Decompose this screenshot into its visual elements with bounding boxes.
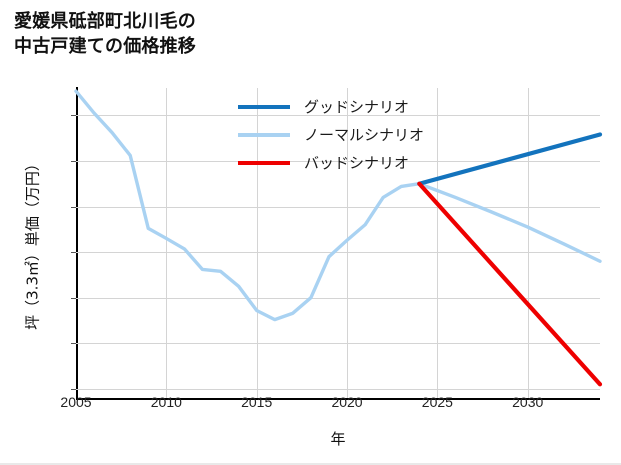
series-line-ノーマルシナリオ	[74, 89, 602, 322]
x-tick-label-2015: 2015	[241, 394, 273, 410]
y-axis-label-text: 坪（3.3㎡）単価（万円）	[23, 156, 42, 330]
gridline-y-27	[76, 297, 600, 299]
gridline-x-2020	[347, 88, 349, 398]
legend-label-normal: ノーマルシナリオ	[304, 126, 425, 144]
series-lines	[74, 89, 603, 387]
y-tick-mark	[71, 297, 76, 299]
x-tick-label-2020: 2020	[331, 394, 363, 410]
y-tick-mark	[71, 343, 76, 345]
gridline-y-30	[76, 160, 600, 162]
legend-label-bad: バッドシナリオ	[304, 154, 410, 172]
x-axis-label: 年	[330, 430, 346, 448]
gridline-x-2015	[256, 88, 258, 398]
y-tick-mark	[71, 206, 76, 208]
legend-swatch-normal	[238, 132, 290, 137]
gridline-x-2010	[166, 88, 168, 398]
legend-swatch-bad	[238, 160, 290, 165]
gridline-x-2030	[527, 88, 529, 398]
x-tick-label-2005: 2005	[60, 394, 92, 410]
legend-item-normal[interactable]: ノーマルシナリオ	[238, 122, 468, 147]
gridline-y-28	[76, 252, 600, 254]
series-line-バッドシナリオ	[417, 181, 603, 387]
legend-label-good: グッドシナリオ	[304, 98, 410, 116]
y-tick-mark	[71, 388, 76, 390]
legend-item-bad[interactable]: バッドシナリオ	[238, 150, 468, 175]
gridline-y-29	[76, 206, 600, 208]
legend-item-good[interactable]: グッドシナリオ	[238, 94, 468, 119]
y-tick-mark	[71, 160, 76, 162]
x-axis-line	[76, 398, 600, 400]
x-tick-label-2010: 2010	[150, 394, 182, 410]
legend-swatch-good	[238, 104, 290, 109]
y-tick-mark	[71, 252, 76, 254]
chart-legend: グッドシナリオ ノーマルシナリオ バッドシナリオ	[238, 94, 468, 178]
y-axis-line	[76, 87, 78, 399]
gridline-y-26	[76, 343, 600, 345]
y-tick-mark	[71, 115, 76, 117]
x-tick-label-2030: 2030	[512, 394, 544, 410]
gridline-y-31	[76, 115, 600, 117]
x-tick-label-2025: 2025	[421, 394, 453, 410]
page-title: 愛媛県砥部町北川毛の 中古戸建ての価格推移	[14, 11, 196, 57]
gridline-x-2025	[437, 88, 439, 398]
series-line-グッドシナリオ	[417, 132, 603, 186]
y-axis-label: 坪（3.3㎡）単価（万円）	[22, 88, 42, 398]
gridline-y-25	[76, 388, 600, 390]
